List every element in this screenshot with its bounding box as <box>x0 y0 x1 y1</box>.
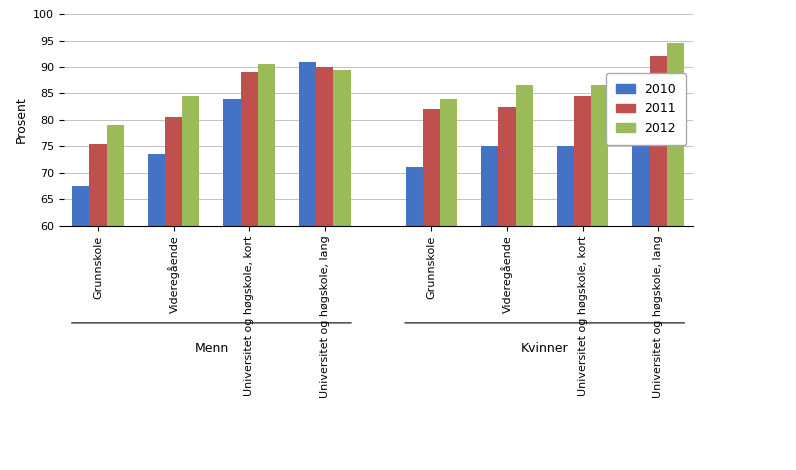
Bar <box>72 186 89 226</box>
Bar <box>516 86 533 226</box>
Bar <box>148 154 165 226</box>
Bar <box>667 43 684 226</box>
Bar <box>574 96 591 226</box>
Bar <box>316 67 334 226</box>
Bar <box>591 86 608 226</box>
Bar <box>650 56 667 226</box>
Bar <box>299 62 316 226</box>
Bar <box>632 128 650 226</box>
Bar <box>440 99 457 226</box>
Bar <box>182 96 200 226</box>
Text: Kvinner: Kvinner <box>521 342 568 355</box>
Bar <box>240 72 258 226</box>
Bar <box>334 70 350 226</box>
Bar <box>406 167 423 226</box>
Y-axis label: Prosent: Prosent <box>14 96 27 143</box>
Bar <box>258 64 275 226</box>
Text: Menn: Menn <box>194 342 228 355</box>
Bar <box>556 146 574 226</box>
Bar <box>423 109 440 226</box>
Bar <box>482 146 498 226</box>
Bar <box>89 144 107 226</box>
Bar <box>165 117 182 226</box>
Bar <box>224 99 240 226</box>
Legend: 2010, 2011, 2012: 2010, 2011, 2012 <box>606 73 686 145</box>
Bar <box>498 107 516 226</box>
Bar <box>107 125 124 226</box>
